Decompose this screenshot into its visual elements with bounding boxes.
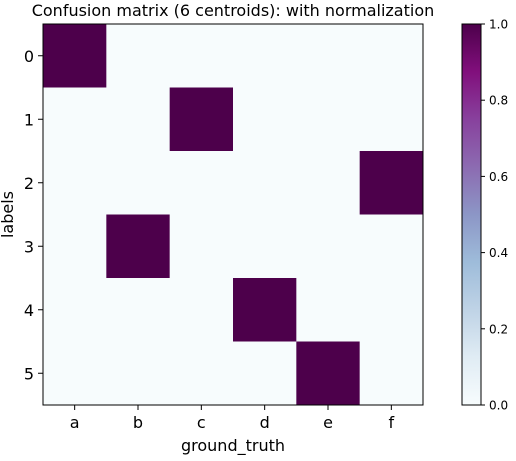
y-axis-ticks: 0 1 2 3 4 5 [24, 47, 43, 383]
heatmap-cell-2-a [43, 151, 107, 215]
x-tick-label: c [197, 413, 206, 432]
heatmap-cell-0-e [296, 24, 361, 88]
heatmap-cell-1-b [106, 87, 171, 152]
heatmap-cell-5-d [233, 341, 297, 406]
heatmap-cell-4-b [106, 278, 171, 342]
heatmap-cell-3-e [296, 214, 361, 279]
heatmap-cell-5-f [359, 341, 424, 406]
y-tick-label: 2 [24, 174, 34, 193]
heatmap-cell-4-c [169, 278, 234, 342]
colorbar-ticks: 0.0 0.2 0.4 0.6 0.8 1.0 [481, 18, 508, 413]
heatmap-cell-1-a [43, 87, 107, 152]
chart-title: Confusion matrix (6 centroids): with nor… [32, 1, 435, 20]
heatmap-cell-1-d [233, 87, 297, 152]
heatmap-cell-0-a [43, 24, 107, 88]
colorbar-tick-label: 1.0 [489, 18, 508, 32]
heatmap-cell-3-f [359, 214, 424, 279]
y-tick-label: 3 [24, 237, 34, 256]
x-tick-label: a [70, 413, 80, 432]
heatmap-cell-2-e [296, 151, 361, 215]
heatmap-cell-2-b [106, 151, 171, 215]
y-tick-label: 0 [24, 47, 34, 66]
heatmap-cell-0-d [233, 24, 297, 88]
heatmap-cell-0-b [106, 24, 171, 88]
heatmap-cell-5-b [106, 341, 171, 406]
colorbar-tick-label: 0.6 [489, 170, 508, 184]
heatmap-cell-1-f [359, 87, 424, 152]
x-tick-label: f [389, 413, 395, 432]
colorbar-tick-label: 0.8 [489, 94, 508, 108]
heatmap-cell-0-f [359, 24, 424, 88]
heatmap-cell-4-f [359, 278, 424, 342]
plot-frame [42, 23, 424, 406]
heatmap-cell-2-c [169, 151, 234, 215]
x-axis-label: ground_truth [181, 436, 285, 456]
y-tick-label: 1 [24, 110, 34, 129]
heatmap-cell-0-c [169, 24, 234, 88]
heatmap-cell-1-e [296, 87, 361, 152]
x-axis-ticks: a b c d e f [70, 405, 395, 432]
heatmap-cell-3-b [106, 214, 171, 279]
y-axis-label: labels [0, 191, 17, 238]
colorbar [461, 23, 482, 406]
heatmap-cell-5-a [43, 341, 107, 406]
x-tick-label: e [323, 413, 333, 432]
heatmap-cell-3-c [169, 214, 234, 279]
heatmap-cell-1-c [169, 87, 234, 152]
colorbar-tick-label: 0.4 [489, 246, 508, 260]
heatmap-cell-2-d [233, 151, 297, 215]
heatmap-cell-2-f [359, 151, 424, 215]
heatmap-cell-3-d [233, 214, 297, 279]
colorbar-tick-label: 0.2 [489, 322, 508, 336]
x-tick-label: d [260, 413, 270, 432]
heatmap-cell-5-e [296, 341, 361, 406]
heatmap-cells [43, 24, 424, 406]
heatmap-cell-3-a [43, 214, 107, 279]
x-tick-label: b [133, 413, 143, 432]
colorbar-tick-label: 0.0 [489, 399, 508, 413]
y-tick-label: 5 [24, 364, 34, 383]
y-tick-label: 4 [24, 301, 34, 320]
heatmap-cell-4-d [233, 278, 297, 342]
heatmap-cell-4-e [296, 278, 361, 342]
heatmap-cell-5-c [169, 341, 234, 406]
heatmap-cell-4-a [43, 278, 107, 342]
